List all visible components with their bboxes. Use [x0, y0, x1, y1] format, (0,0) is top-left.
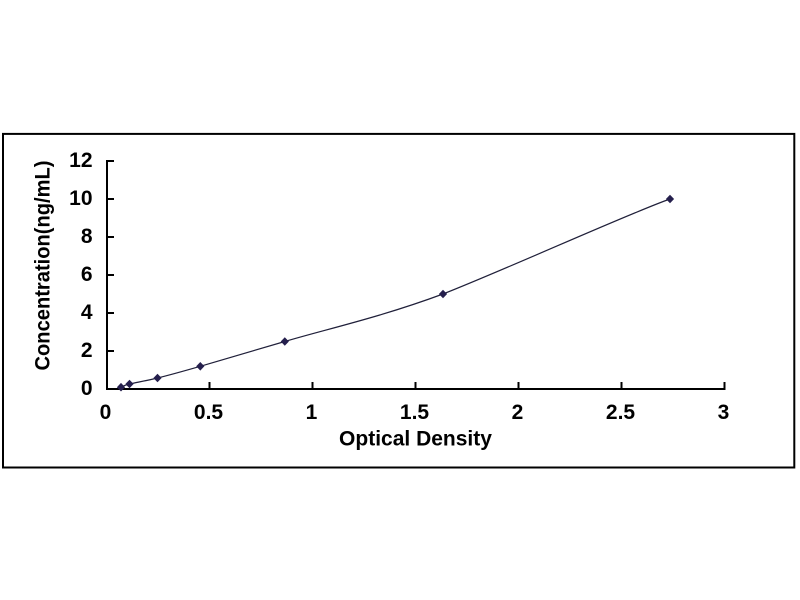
svg-text:4: 4	[81, 301, 93, 324]
svg-text:3: 3	[718, 401, 730, 424]
svg-text:12: 12	[69, 149, 92, 172]
svg-text:0.5: 0.5	[194, 401, 224, 424]
svg-text:2.5: 2.5	[606, 401, 636, 424]
svg-text:2: 2	[81, 339, 93, 362]
svg-text:Optical Density: Optical Density	[339, 428, 492, 451]
svg-text:1: 1	[306, 401, 318, 424]
svg-text:0: 0	[100, 401, 112, 424]
svg-text:1.5: 1.5	[400, 401, 430, 424]
svg-text:0: 0	[81, 377, 93, 400]
svg-text:6: 6	[81, 263, 93, 286]
svg-text:Concentration(ng/mL): Concentration(ng/mL)	[32, 161, 55, 371]
svg-text:2: 2	[512, 401, 524, 424]
svg-text:8: 8	[81, 225, 93, 248]
svg-text:10: 10	[69, 187, 92, 210]
